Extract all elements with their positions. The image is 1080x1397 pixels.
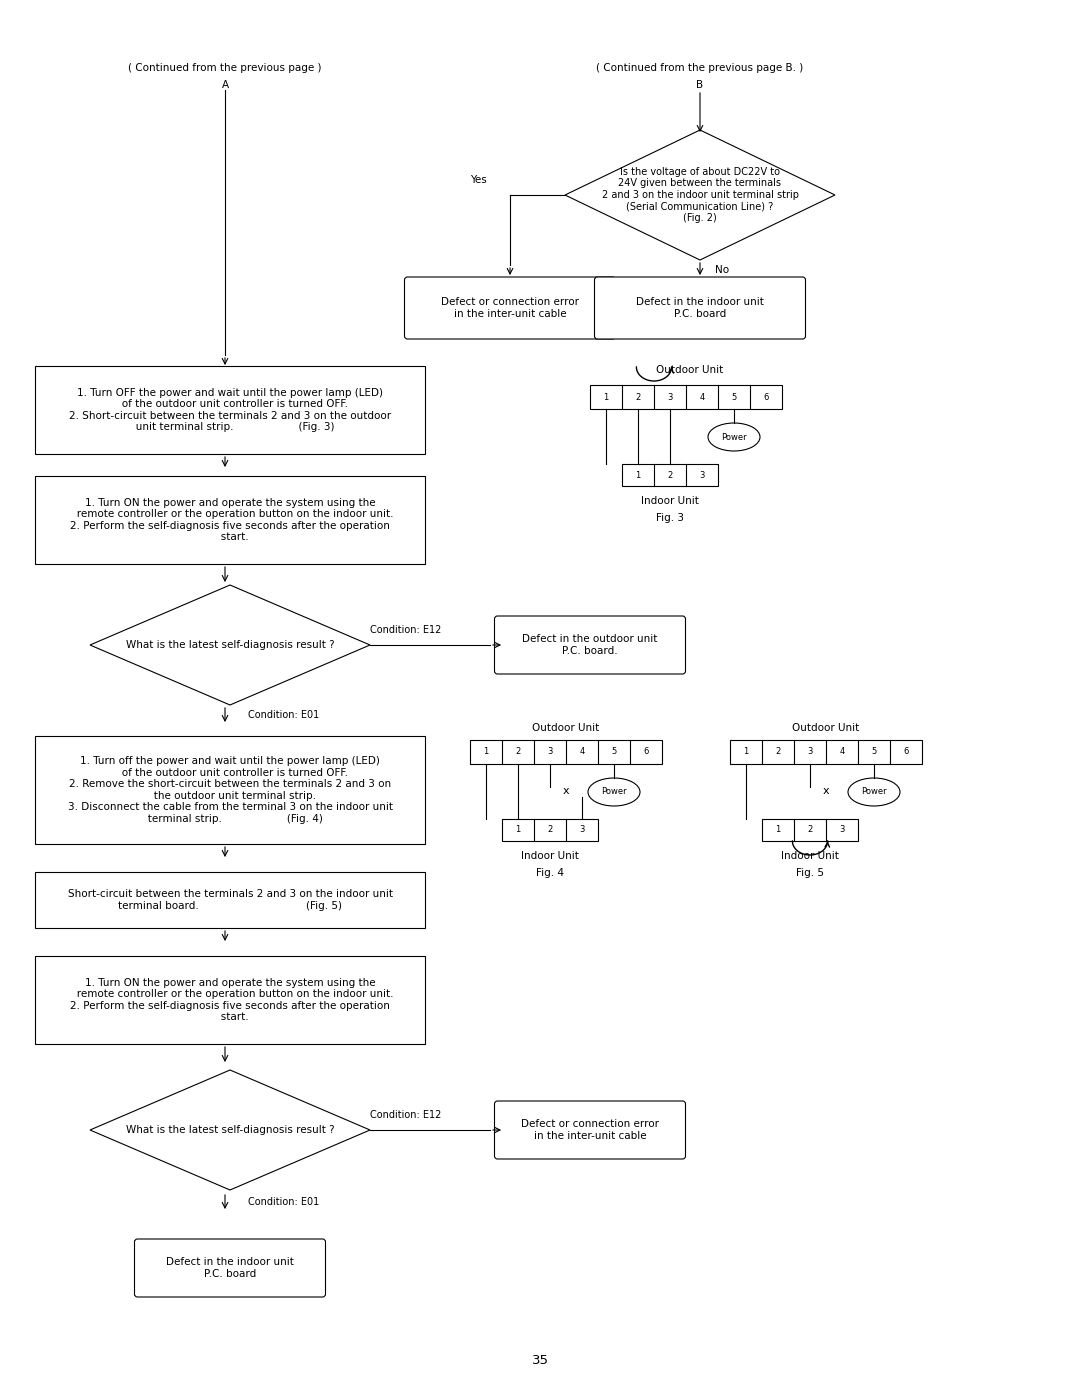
Text: Yes: Yes bbox=[470, 175, 486, 184]
Text: 1: 1 bbox=[743, 747, 748, 757]
Text: 1: 1 bbox=[775, 826, 781, 834]
Text: 1. Turn OFF the power and wait until the power lamp (LED)
   of the outdoor unit: 1. Turn OFF the power and wait until the… bbox=[69, 387, 391, 433]
Text: 2: 2 bbox=[548, 826, 553, 834]
Bar bbox=[762, 819, 858, 841]
Polygon shape bbox=[90, 1070, 370, 1190]
Text: 1: 1 bbox=[515, 826, 521, 834]
Text: Defect in the indoor unit
P.C. board: Defect in the indoor unit P.C. board bbox=[166, 1257, 294, 1278]
Text: x: x bbox=[823, 787, 829, 796]
Text: 1: 1 bbox=[484, 747, 488, 757]
Text: Condition: E01: Condition: E01 bbox=[248, 710, 320, 719]
Ellipse shape bbox=[848, 778, 900, 806]
Text: 1. Turn ON the power and operate the system using the
   remote controller or th: 1. Turn ON the power and operate the sys… bbox=[67, 497, 393, 542]
Bar bbox=[35, 872, 426, 928]
Text: 3: 3 bbox=[548, 747, 553, 757]
Text: Fig. 5: Fig. 5 bbox=[796, 868, 824, 877]
Text: Condition: E01: Condition: E01 bbox=[248, 1197, 320, 1207]
Text: 1. Turn ON the power and operate the system using the
   remote controller or th: 1. Turn ON the power and operate the sys… bbox=[67, 978, 393, 1023]
Text: Power: Power bbox=[861, 788, 887, 796]
Text: 4: 4 bbox=[839, 747, 845, 757]
Text: What is the latest self-diagnosis result ?: What is the latest self-diagnosis result… bbox=[125, 1125, 335, 1134]
Text: 5: 5 bbox=[611, 747, 617, 757]
Text: 2: 2 bbox=[775, 747, 781, 757]
Text: 5: 5 bbox=[731, 393, 737, 401]
Bar bbox=[470, 740, 662, 764]
Text: Defect or connection error
in the inter-unit cable: Defect or connection error in the inter-… bbox=[521, 1119, 659, 1141]
Polygon shape bbox=[565, 130, 835, 260]
Text: 35: 35 bbox=[531, 1354, 549, 1366]
FancyBboxPatch shape bbox=[405, 277, 616, 339]
Bar bbox=[35, 956, 426, 1044]
Text: 5: 5 bbox=[872, 747, 877, 757]
Bar bbox=[35, 476, 426, 564]
Text: Power: Power bbox=[721, 433, 746, 441]
Text: 3: 3 bbox=[808, 747, 812, 757]
Bar bbox=[590, 386, 782, 409]
Text: 6: 6 bbox=[764, 393, 769, 401]
Text: Defect in the outdoor unit
P.C. board.: Defect in the outdoor unit P.C. board. bbox=[523, 634, 658, 655]
Text: Outdoor Unit: Outdoor Unit bbox=[532, 724, 599, 733]
Text: Defect or connection error
in the inter-unit cable: Defect or connection error in the inter-… bbox=[441, 298, 579, 319]
Text: ( Continued from the previous page ): ( Continued from the previous page ) bbox=[129, 63, 322, 73]
Polygon shape bbox=[90, 585, 370, 705]
Text: 1: 1 bbox=[604, 393, 609, 401]
Text: Outdoor Unit: Outdoor Unit bbox=[657, 365, 724, 374]
Text: 3: 3 bbox=[579, 826, 584, 834]
Bar bbox=[35, 736, 426, 844]
Text: 1: 1 bbox=[635, 471, 640, 479]
FancyBboxPatch shape bbox=[135, 1239, 325, 1296]
FancyBboxPatch shape bbox=[594, 277, 806, 339]
Text: Indoor Unit: Indoor Unit bbox=[642, 496, 699, 506]
Text: Indoor Unit: Indoor Unit bbox=[521, 851, 579, 861]
Text: ( Continued from the previous page B. ): ( Continued from the previous page B. ) bbox=[596, 63, 804, 73]
Text: No: No bbox=[715, 265, 729, 275]
Text: 3: 3 bbox=[700, 471, 704, 479]
Text: Indoor Unit: Indoor Unit bbox=[781, 851, 839, 861]
Text: 3: 3 bbox=[667, 393, 673, 401]
Text: Short-circuit between the terminals 2 and 3 on the indoor unit
terminal board.  : Short-circuit between the terminals 2 an… bbox=[67, 890, 392, 911]
Text: 2: 2 bbox=[515, 747, 521, 757]
Text: Is the voltage of about DC22V to
24V given between the terminals
2 and 3 on the : Is the voltage of about DC22V to 24V giv… bbox=[602, 166, 798, 224]
Text: 2: 2 bbox=[635, 393, 640, 401]
Bar bbox=[730, 740, 922, 764]
Text: Defect in the indoor unit
P.C. board: Defect in the indoor unit P.C. board bbox=[636, 298, 764, 319]
Text: What is the latest self-diagnosis result ?: What is the latest self-diagnosis result… bbox=[125, 640, 335, 650]
Text: Fig. 4: Fig. 4 bbox=[536, 868, 564, 877]
Bar bbox=[502, 819, 598, 841]
FancyBboxPatch shape bbox=[495, 616, 686, 673]
Text: Condition: E12: Condition: E12 bbox=[370, 1111, 442, 1120]
Text: Outdoor Unit: Outdoor Unit bbox=[793, 724, 860, 733]
Text: Fig. 3: Fig. 3 bbox=[656, 513, 684, 522]
Text: B: B bbox=[697, 80, 703, 89]
FancyBboxPatch shape bbox=[495, 1101, 686, 1160]
Text: x: x bbox=[563, 787, 569, 796]
Ellipse shape bbox=[708, 423, 760, 451]
Text: 6: 6 bbox=[903, 747, 908, 757]
Text: 3: 3 bbox=[839, 826, 845, 834]
Text: Condition: E12: Condition: E12 bbox=[370, 624, 442, 636]
Text: A: A bbox=[221, 80, 229, 89]
Bar bbox=[622, 464, 718, 486]
Text: 4: 4 bbox=[579, 747, 584, 757]
Text: 2: 2 bbox=[808, 826, 812, 834]
Text: 1. Turn off the power and wait until the power lamp (LED)
   of the outdoor unit: 1. Turn off the power and wait until the… bbox=[67, 756, 392, 824]
Bar bbox=[35, 366, 426, 454]
Text: 6: 6 bbox=[644, 747, 649, 757]
Text: 2: 2 bbox=[667, 471, 673, 479]
Text: 4: 4 bbox=[700, 393, 704, 401]
Ellipse shape bbox=[588, 778, 640, 806]
Text: Power: Power bbox=[602, 788, 626, 796]
